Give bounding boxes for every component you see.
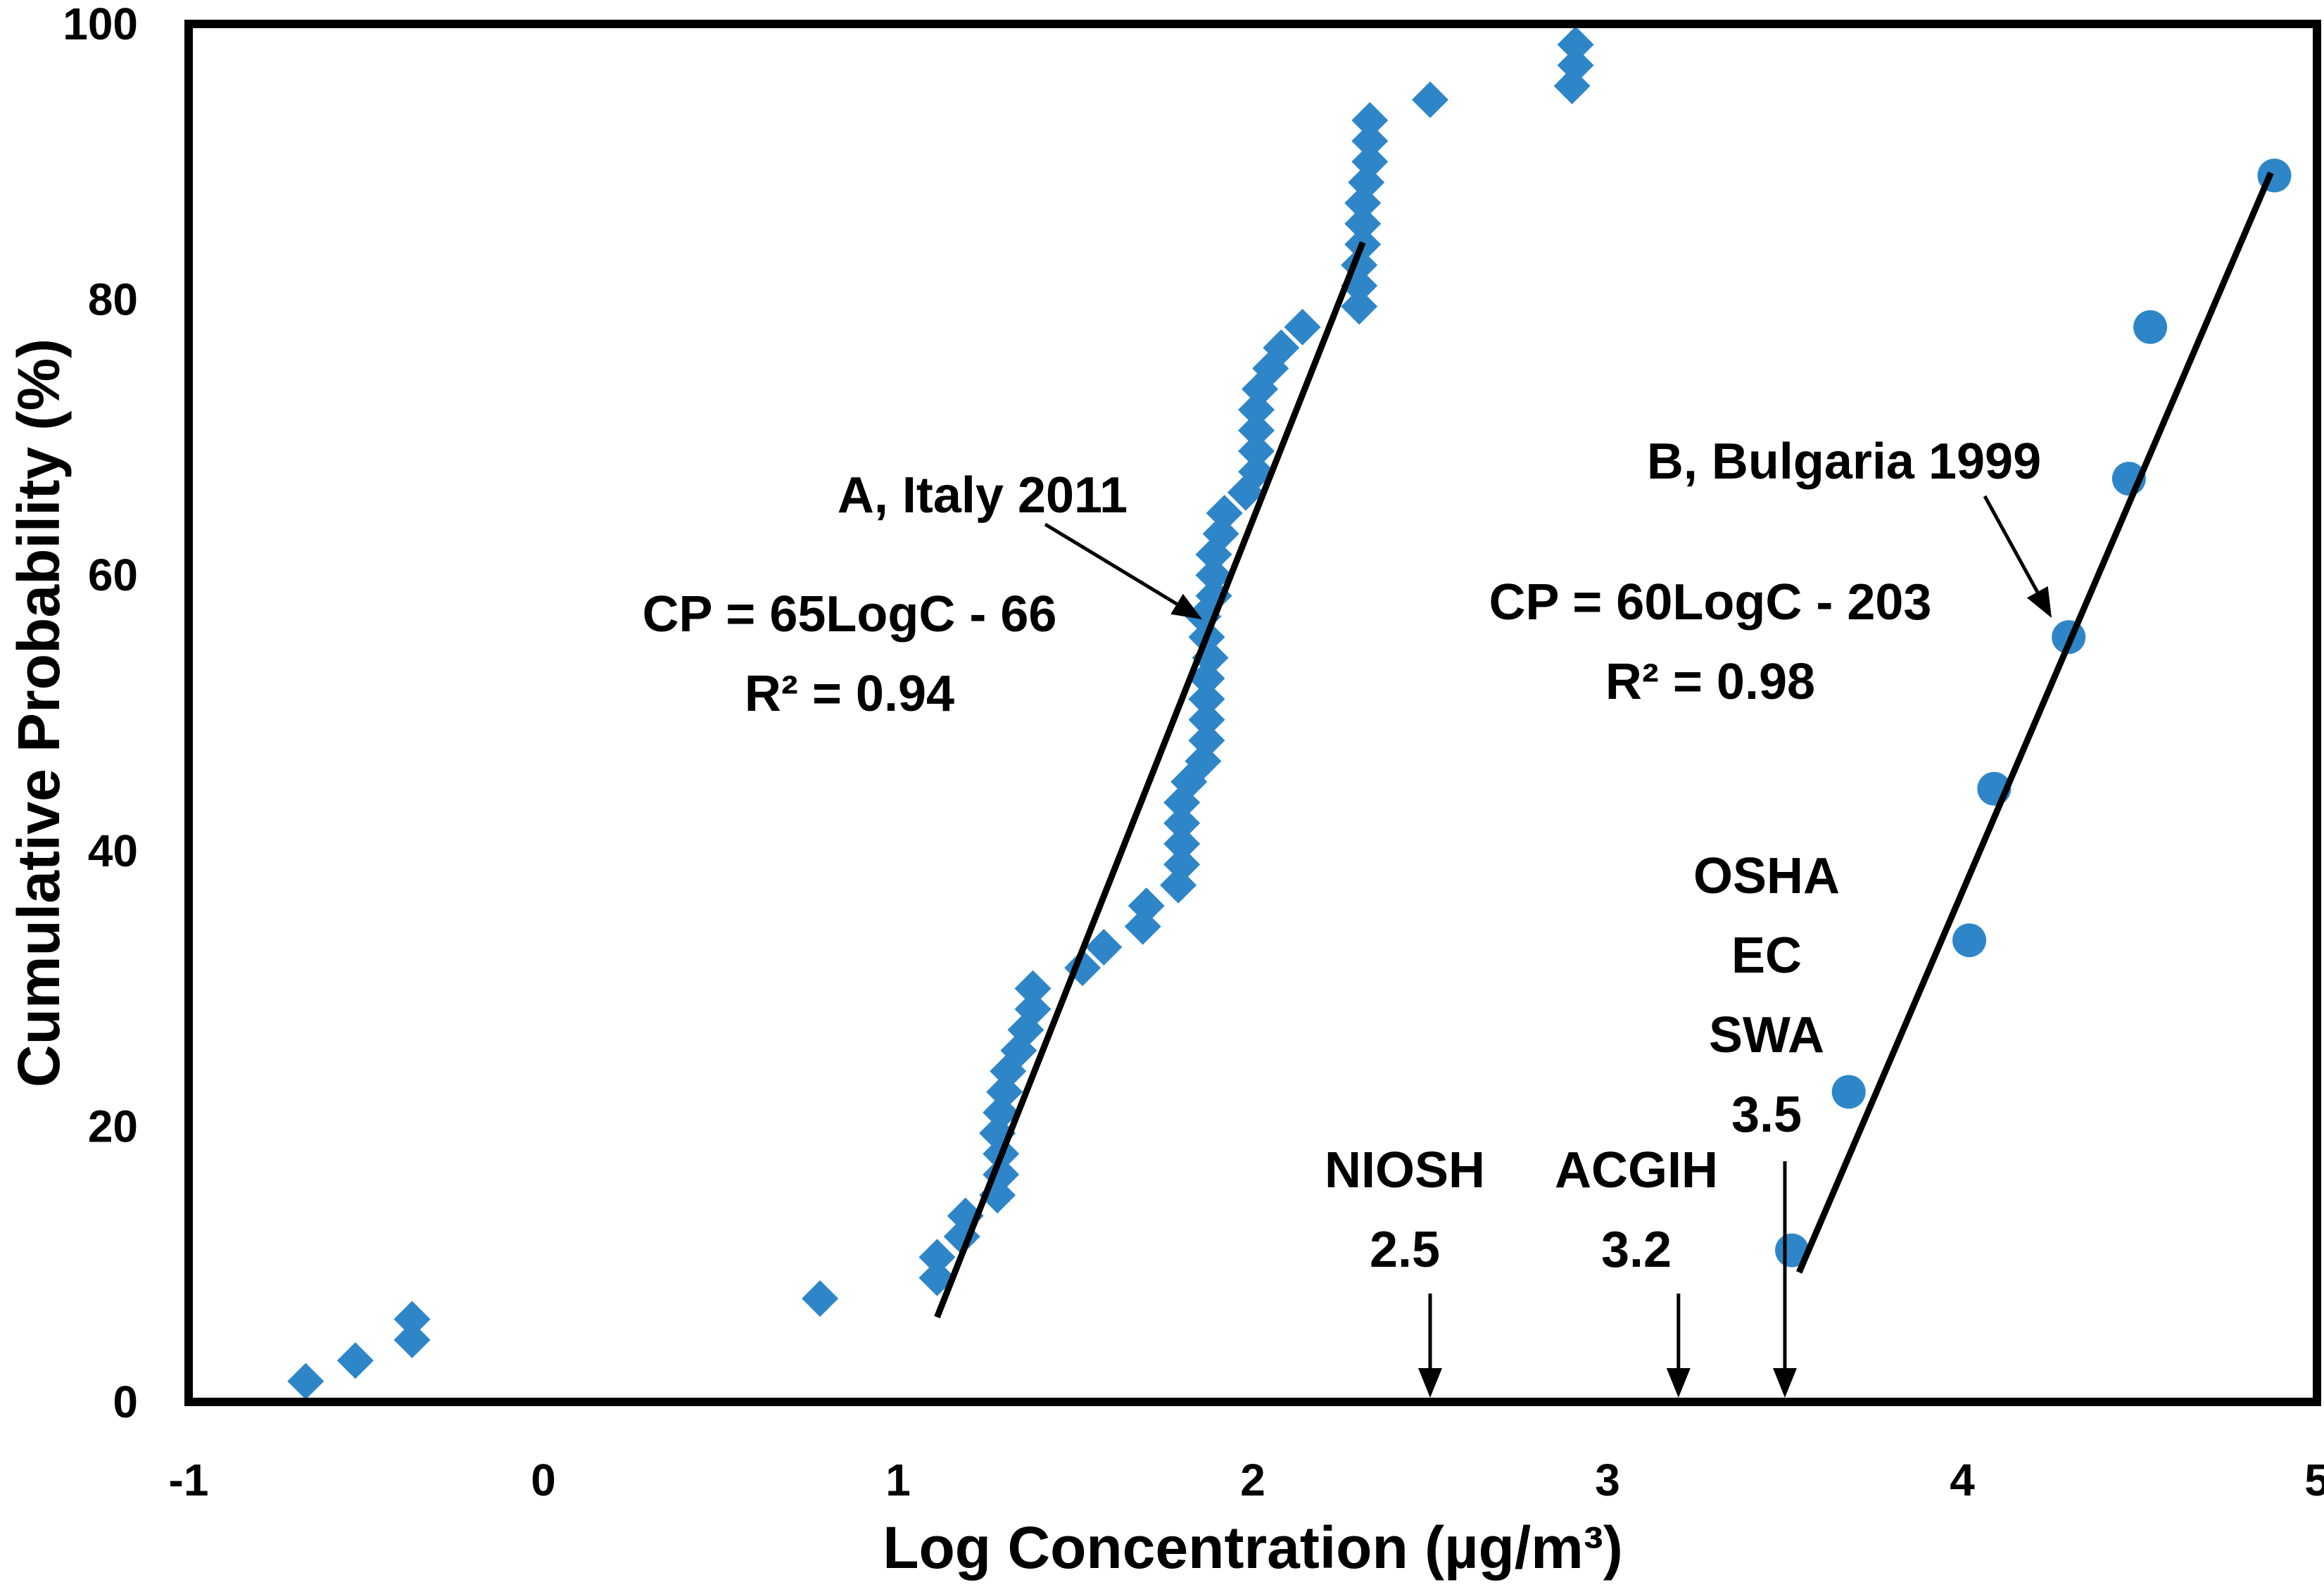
data-point-diamond [1014, 970, 1052, 1007]
data-point-diamond [1163, 846, 1201, 883]
arrow-bulgaria-head [2026, 586, 2052, 618]
x-axis-title: Log Concentration (µg/m³) [883, 1515, 1623, 1581]
fit-r2-bulgaria: R² = 0.98 [1605, 654, 1815, 710]
data-point-diamond [1412, 81, 1448, 118]
data-point-diamond [1341, 288, 1378, 325]
threshold-arrow-head [1666, 1368, 1691, 1398]
data-point-diamond [1351, 143, 1389, 180]
data-point-diamond [1163, 804, 1201, 842]
arrow-italy-shaft [1044, 522, 1178, 606]
data-point-diamond [1348, 164, 1385, 201]
x-tick-label: 5 [2304, 1455, 2324, 1505]
data-point-diamond [1188, 681, 1225, 718]
data-point-diamond [1238, 432, 1275, 469]
data-point-diamond [1351, 122, 1389, 160]
tick-layer: -1 0 1 2 3 4 5 0 20 40 60 80 100 [63, 0, 2324, 1505]
data-point-diamond [1163, 826, 1201, 863]
x-tick-label: 1 [885, 1455, 911, 1505]
y-tick-label: 20 [88, 1101, 138, 1151]
plot-frame [184, 20, 2321, 1406]
data-point-circle [2133, 310, 2168, 344]
data-point-diamond [1351, 102, 1389, 139]
arrow-bulgaria [1983, 495, 2052, 618]
data-point-diamond [918, 1239, 956, 1276]
y-axis-title: Cumulative Probability (%) [6, 339, 72, 1087]
x-tick-label: 0 [531, 1455, 556, 1505]
annotation-layer: A, Italy 2011 CP = 65LogC - 66 R² = 0.94 B,… [643, 434, 2052, 1398]
series-label-bulgaria: B, Bulgaria 1999 [1647, 434, 2041, 490]
x-tick-label: -1 [169, 1455, 209, 1505]
threshold-label: ACGIH [1555, 1142, 1718, 1199]
data-point-diamond [1188, 722, 1225, 759]
fit-equation-bulgaria: CP = 60LogC - 203 [1489, 574, 1932, 631]
data-layer [287, 26, 2292, 1400]
threshold-label: 3.2 [1601, 1222, 1672, 1278]
data-point-diamond [1128, 887, 1165, 925]
data-point-diamond [1238, 412, 1275, 449]
y-tick-label: 80 [88, 274, 138, 325]
threshold-arrow-head [1773, 1368, 1797, 1398]
data-point-diamond [393, 1301, 431, 1338]
arrow-bulgaria-shaft [1983, 495, 2039, 593]
data-point-diamond [1557, 46, 1594, 84]
data-point-diamond [1188, 701, 1225, 738]
threshold-arrow [1666, 1294, 1691, 1398]
series-label-italy: A, Italy 2011 [838, 467, 1128, 524]
arrow-italy-head [1170, 593, 1202, 619]
threshold-arrow [1773, 1161, 1797, 1398]
y-tick-label: 60 [88, 550, 138, 600]
data-point-diamond [336, 1342, 374, 1379]
fit-r2-italy: R² = 0.94 [745, 666, 954, 722]
threshold-label: NIOSH [1325, 1142, 1485, 1199]
x-tick-label: 3 [1595, 1455, 1620, 1505]
arrow-italy [1044, 522, 1202, 619]
data-point-diamond [1195, 577, 1232, 614]
threshold-label: OSHA [1693, 848, 1840, 904]
fit-line [1796, 171, 2274, 1274]
data-point-circle [1952, 923, 1987, 958]
threshold-label: 3.5 [1731, 1087, 1802, 1143]
threshold-arrow-head [1418, 1368, 1442, 1398]
y-tick-label: 0 [113, 1377, 138, 1427]
data-point-diamond [393, 1321, 431, 1358]
data-point-diamond [1344, 205, 1382, 242]
data-point-diamond [1557, 26, 1594, 63]
threshold-label: SWA [1709, 1007, 1824, 1063]
data-point-diamond [1195, 557, 1232, 594]
data-point-diamond [1085, 928, 1123, 966]
data-point-diamond [1014, 990, 1052, 1028]
data-point-diamond [1284, 308, 1321, 346]
data-point-diamond [1263, 329, 1300, 367]
threshold-arrow [1418, 1294, 1442, 1398]
threshold-label: 2.5 [1370, 1222, 1440, 1278]
fit-equation-italy: CP = 65LogC - 66 [643, 586, 1057, 643]
data-point-diamond [802, 1280, 839, 1317]
data-point-diamond [1206, 495, 1243, 532]
y-tick-label: 100 [63, 0, 138, 49]
threshold-label: EC [1731, 928, 1802, 984]
data-point-circle [1831, 1075, 1866, 1109]
y-tick-label: 40 [88, 826, 138, 876]
fit-line [934, 241, 1366, 1319]
x-tick-label: 4 [1950, 1455, 1975, 1505]
data-point-diamond [287, 1362, 324, 1400]
x-tick-label: 2 [1240, 1455, 1265, 1505]
